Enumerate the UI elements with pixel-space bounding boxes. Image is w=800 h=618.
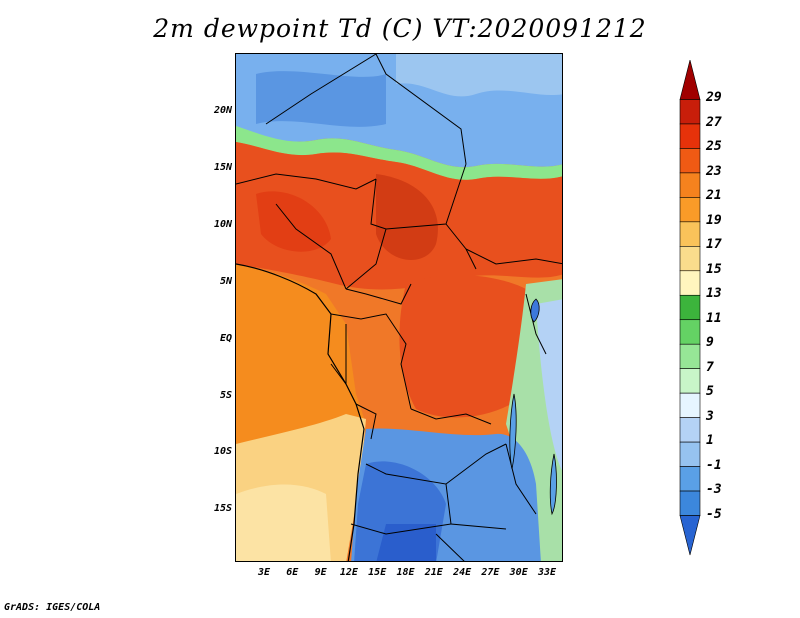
gulf-of-guinea-region bbox=[236, 264, 366, 454]
lat-label: 10N bbox=[213, 219, 232, 230]
colorbar-label: 11 bbox=[706, 310, 722, 326]
lon-label: 21E bbox=[424, 567, 443, 578]
colorbar-swatch bbox=[679, 392, 701, 418]
lon-label: 12E bbox=[339, 567, 358, 578]
colorbar-label: 3 bbox=[706, 408, 714, 424]
country-borders bbox=[236, 54, 562, 561]
lon-label: 33E bbox=[537, 567, 557, 578]
chad-hotspot bbox=[376, 174, 438, 261]
lat-label: 10S bbox=[213, 446, 232, 457]
colorbar-swatch bbox=[679, 99, 701, 125]
colorbar-swatch bbox=[679, 221, 701, 247]
colorbar-label: 29 bbox=[706, 90, 722, 106]
lat-label: 20N bbox=[213, 105, 232, 116]
lon-label: 9E bbox=[314, 567, 327, 578]
lon-label: 3E bbox=[257, 567, 271, 578]
colorbar bbox=[679, 60, 701, 556]
congo-basin-region bbox=[399, 274, 526, 418]
lon-label: 24E bbox=[453, 567, 472, 578]
colorbar-swatch bbox=[679, 319, 701, 345]
southwest-light-region bbox=[236, 484, 331, 561]
colorbar-swatch bbox=[679, 466, 701, 492]
colorbar-label: 21 bbox=[706, 188, 722, 204]
lat-label: EQ bbox=[219, 333, 232, 344]
colorbar-swatch bbox=[679, 60, 701, 100]
lat-label: 5S bbox=[219, 390, 232, 401]
colorbar-label: 1 bbox=[706, 433, 714, 449]
colorbar-swatch bbox=[679, 123, 701, 149]
east-highlands-region bbox=[536, 299, 562, 471]
colorbar-label: -1 bbox=[706, 457, 722, 473]
colorbar-label: 27 bbox=[706, 114, 722, 130]
footer-credit: GrADS: IGES/COLA bbox=[4, 602, 101, 613]
colorbar-label: 5 bbox=[706, 384, 714, 400]
colorbar-label: 15 bbox=[706, 261, 722, 277]
colorbar-label: 19 bbox=[706, 212, 722, 228]
colorbar-label: 25 bbox=[706, 139, 722, 155]
sahara-dark-region bbox=[256, 71, 386, 127]
lat-label: 15N bbox=[213, 162, 232, 173]
dewpoint-field bbox=[236, 54, 562, 561]
colorbar-label: 7 bbox=[706, 359, 714, 375]
lon-label: 6E bbox=[286, 567, 299, 578]
lake-tanganyika bbox=[509, 393, 517, 470]
colorbar-swatch bbox=[679, 294, 701, 321]
lat-label: 5N bbox=[219, 276, 232, 287]
colorbar-swatch bbox=[679, 490, 701, 516]
dewpoint-map bbox=[235, 53, 563, 562]
colorbar-label: -5 bbox=[706, 506, 722, 522]
colorbar-swatch bbox=[679, 417, 701, 443]
sahel-green-band bbox=[236, 126, 562, 180]
colorbar-swatch bbox=[679, 148, 701, 174]
colorbar-label: 13 bbox=[706, 286, 722, 302]
colorbar-swatch bbox=[679, 441, 701, 467]
colorbar-swatch bbox=[679, 270, 701, 296]
colorbar-swatch bbox=[679, 197, 701, 223]
colorbar-label: -3 bbox=[706, 482, 722, 498]
nigeria-hotspot bbox=[256, 191, 331, 252]
lon-label: 30E bbox=[509, 567, 528, 578]
sahara-light-region bbox=[396, 54, 562, 97]
colorbar-swatch bbox=[679, 343, 701, 369]
map-title: 2m dewpoint Td (C) VT:2020091212 bbox=[153, 14, 647, 43]
lat-label: 15S bbox=[213, 503, 232, 514]
deep-dry-core bbox=[376, 524, 436, 561]
lon-label: 27E bbox=[481, 567, 500, 578]
colorbar-label: 9 bbox=[706, 335, 714, 351]
coastline bbox=[236, 263, 365, 561]
colorbar-label: 17 bbox=[706, 237, 722, 253]
lake-malawi bbox=[549, 453, 557, 516]
lon-label: 15E bbox=[368, 567, 387, 578]
colorbar-label: 23 bbox=[706, 163, 722, 179]
colorbar-swatch bbox=[679, 515, 701, 556]
lake-victoria bbox=[530, 298, 540, 323]
colorbar-swatch bbox=[679, 172, 701, 198]
colorbar-swatch bbox=[679, 246, 701, 272]
lon-label: 18E bbox=[396, 567, 415, 578]
colorbar-swatch bbox=[679, 368, 701, 394]
